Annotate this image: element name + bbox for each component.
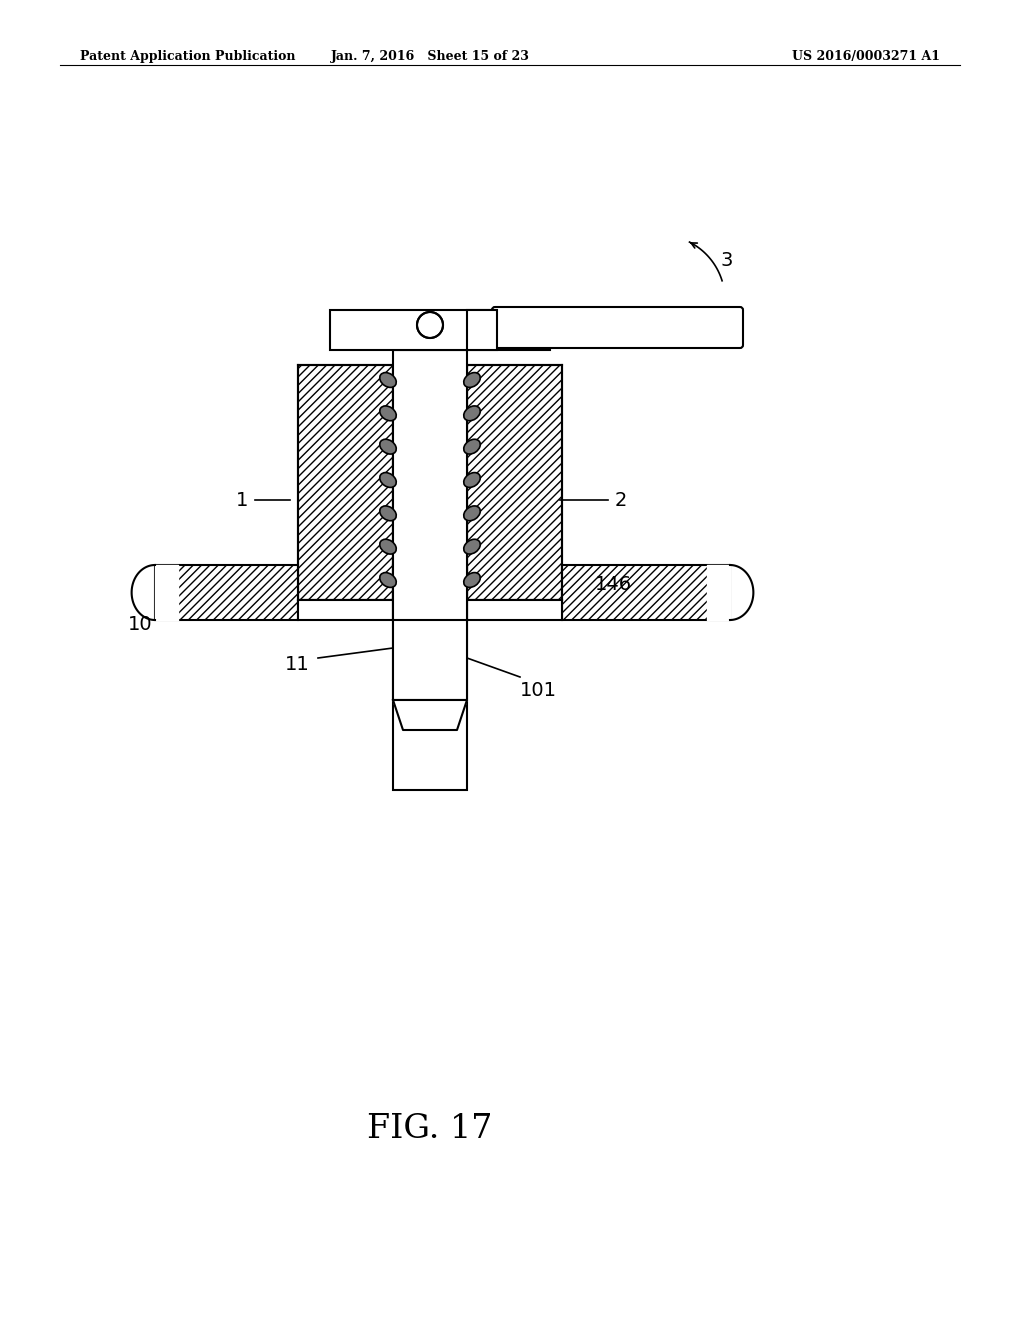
Ellipse shape — [464, 407, 480, 421]
Bar — [330, 310, 550, 350]
Bar — [393, 620, 467, 700]
Bar — [155, 565, 298, 620]
Text: 146: 146 — [595, 576, 632, 594]
Ellipse shape — [464, 440, 480, 454]
Bar — [562, 565, 730, 620]
Bar — [298, 366, 393, 601]
Ellipse shape — [380, 407, 396, 421]
Text: US 2016/0003271 A1: US 2016/0003271 A1 — [792, 50, 940, 63]
Text: 1: 1 — [236, 491, 248, 510]
Text: FIG. 17: FIG. 17 — [368, 1113, 493, 1144]
Bar — [393, 366, 467, 601]
Ellipse shape — [464, 506, 480, 521]
Text: Jan. 7, 2016   Sheet 15 of 23: Jan. 7, 2016 Sheet 15 of 23 — [331, 50, 529, 63]
Text: Patent Application Publication: Patent Application Publication — [80, 50, 296, 63]
Text: 101: 101 — [520, 681, 557, 700]
Ellipse shape — [380, 540, 396, 554]
Ellipse shape — [464, 540, 480, 554]
Ellipse shape — [464, 473, 480, 487]
Text: 2: 2 — [615, 491, 628, 510]
Polygon shape — [393, 700, 467, 730]
Bar — [393, 350, 467, 789]
FancyBboxPatch shape — [492, 308, 743, 348]
Bar — [298, 601, 393, 620]
Bar — [393, 565, 467, 620]
Circle shape — [417, 312, 443, 338]
Ellipse shape — [380, 506, 396, 521]
Bar — [467, 601, 562, 620]
Ellipse shape — [464, 372, 480, 387]
Ellipse shape — [464, 573, 480, 587]
Text: 10: 10 — [127, 615, 152, 635]
Ellipse shape — [380, 440, 396, 454]
Bar — [467, 366, 562, 601]
Text: 3: 3 — [720, 251, 732, 269]
Ellipse shape — [380, 573, 396, 587]
Ellipse shape — [380, 372, 396, 387]
Text: 11: 11 — [286, 656, 310, 675]
Ellipse shape — [380, 473, 396, 487]
Bar — [467, 310, 497, 350]
